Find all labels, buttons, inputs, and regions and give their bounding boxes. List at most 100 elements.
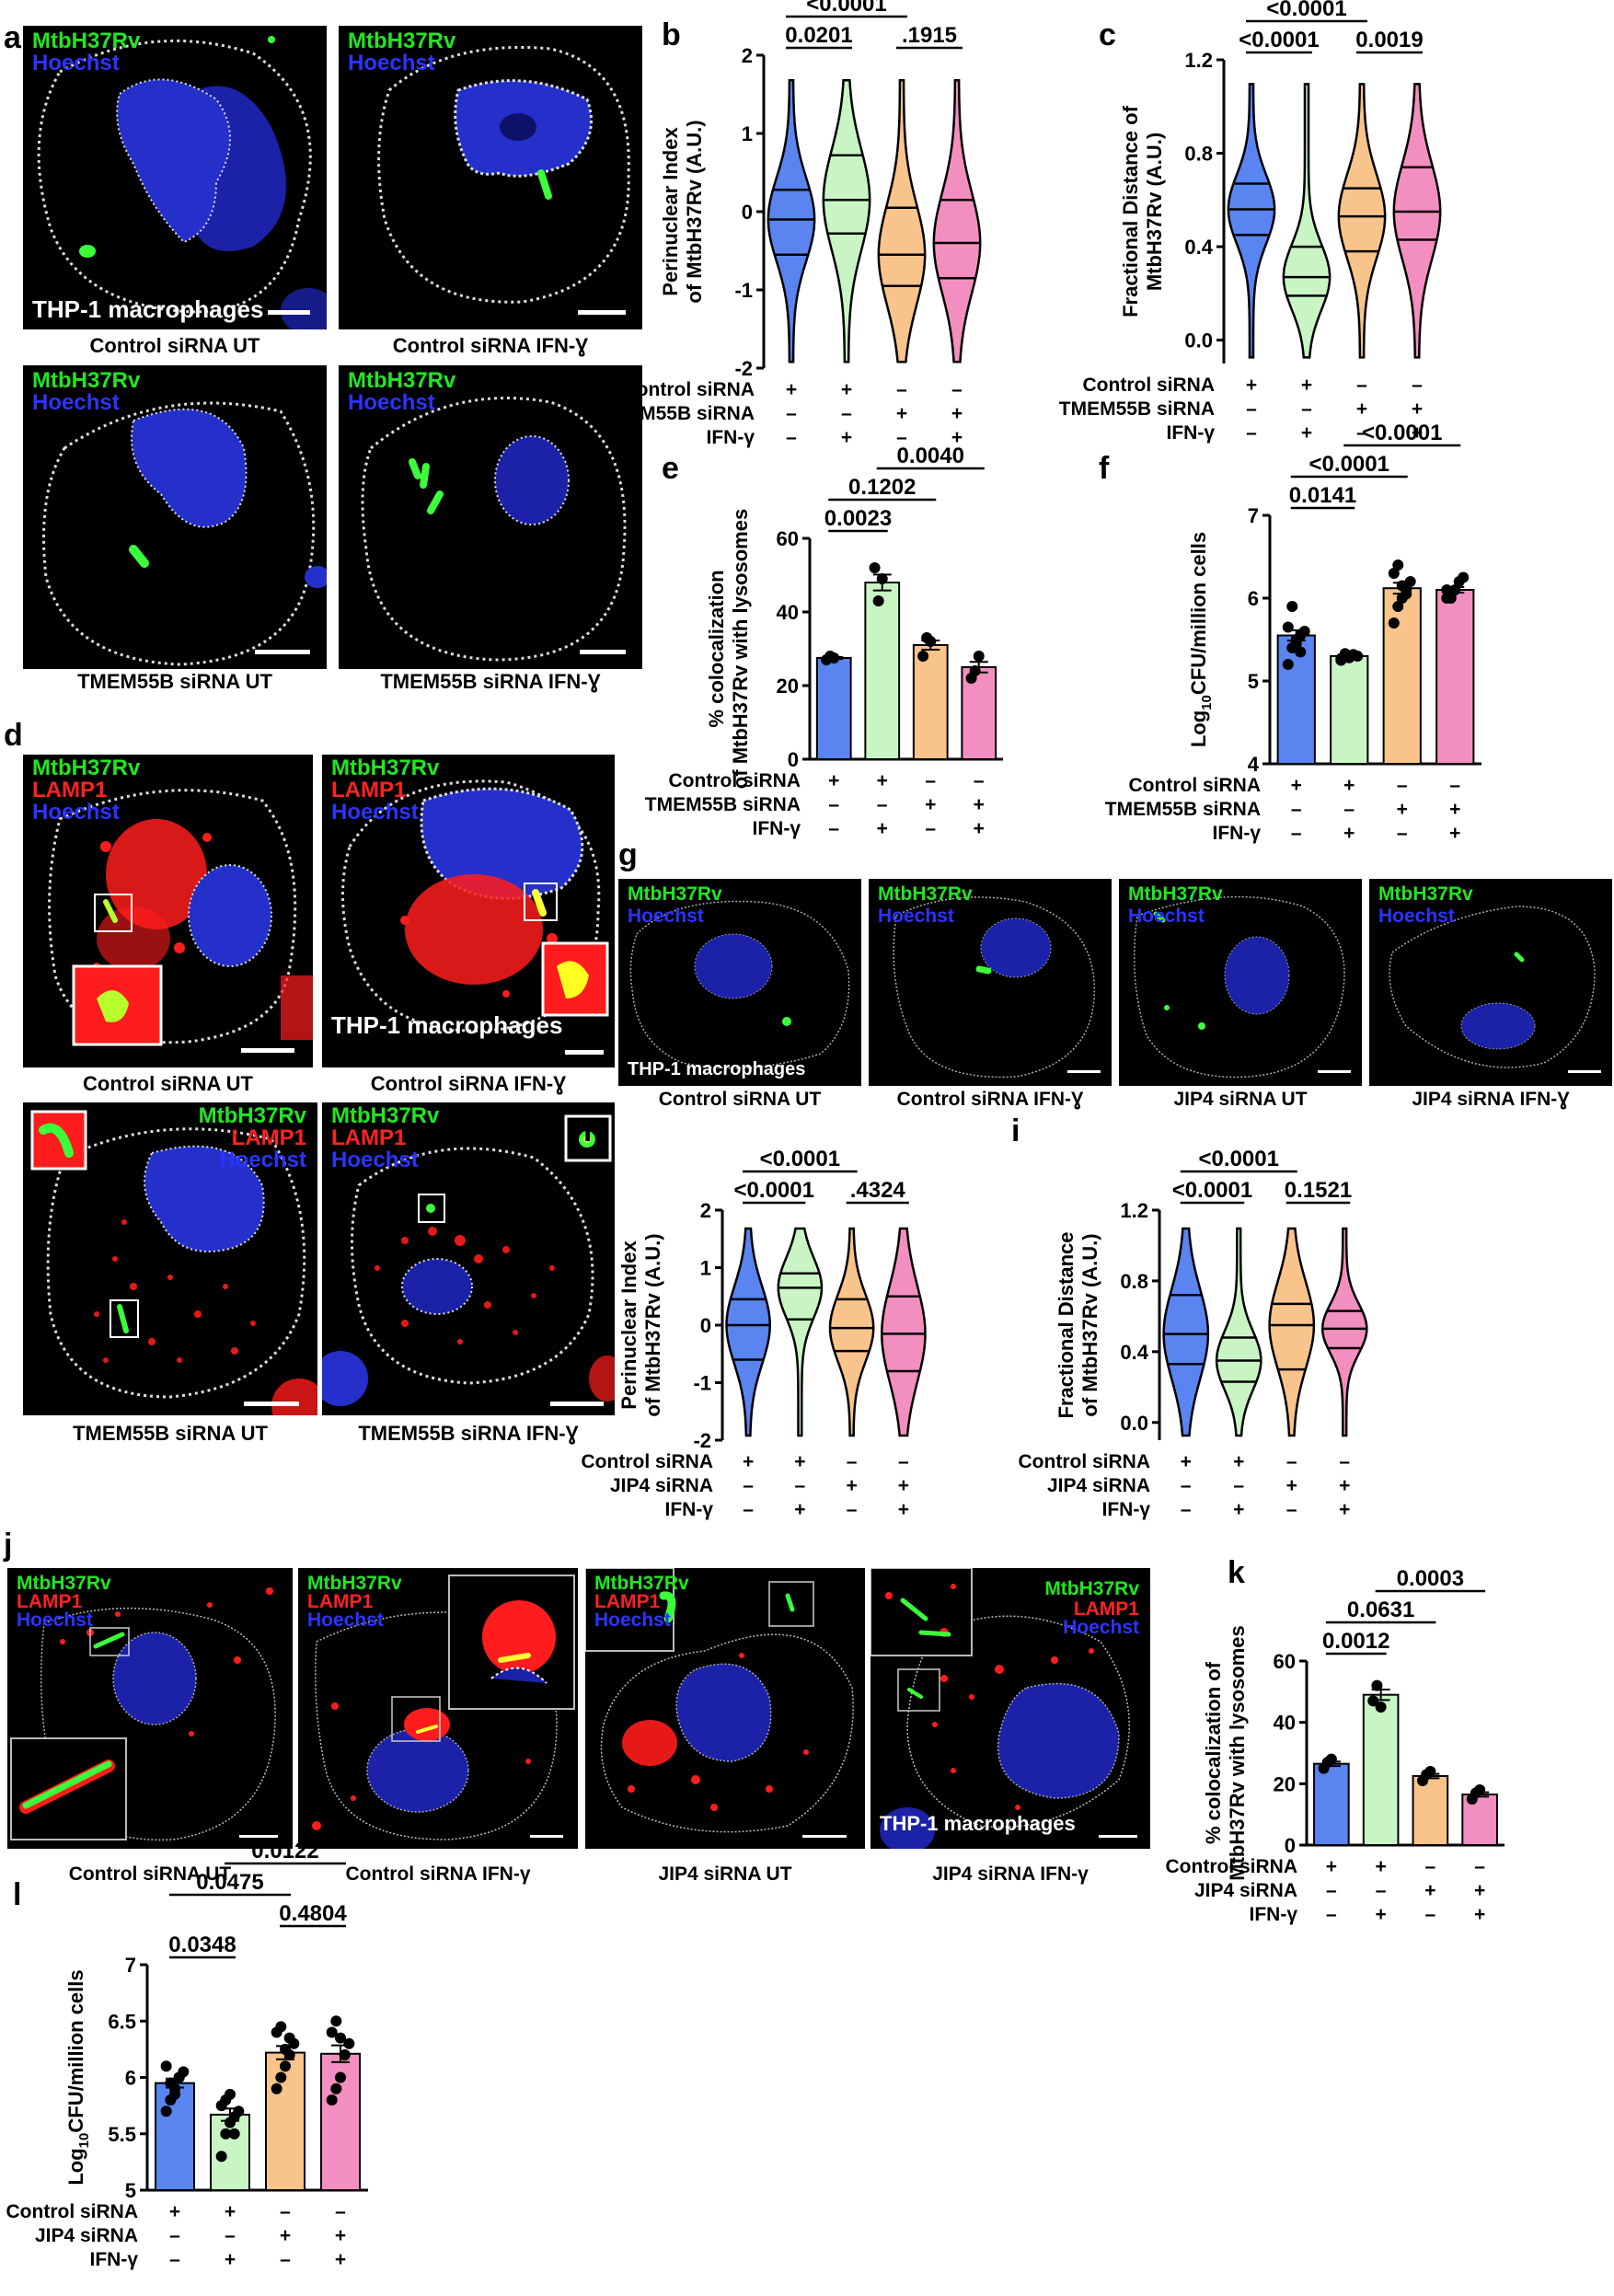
caption-j4: JIP4 siRNA IFN-γ bbox=[932, 1863, 1089, 1885]
data-point bbox=[1388, 617, 1400, 629]
y-tick-label: 5.5 bbox=[108, 2123, 136, 2146]
cell-image bbox=[42, 401, 327, 666]
condition-value: – bbox=[786, 427, 797, 448]
condition-value: + bbox=[786, 379, 797, 400]
chart-svg: f 4 5 6 7 Log10CFU/million cells <0.0001 <0.000… bbox=[1099, 421, 1481, 844]
chart-e: e 0 20 40 60 % colocalization of MtbH37Rv with… bbox=[645, 444, 1026, 847]
condition-label: IFN-γ bbox=[665, 1499, 714, 1520]
chart-svg: c 0.0 0.4 0.8 1.2 Fractional Distance of MtbH3… bbox=[1059, 0, 1442, 444]
data-point bbox=[969, 665, 981, 676]
condition-value: – bbox=[1326, 1904, 1337, 1925]
chart-svg: h -2 -1 0 1 2 Perinuclear Index of MtbH37Rv (A.… bbox=[582, 1113, 927, 1520]
condition-value: – bbox=[1291, 823, 1302, 844]
data-point bbox=[1424, 1766, 1436, 1777]
bar bbox=[1461, 1794, 1498, 1846]
condition-value: + bbox=[1449, 823, 1460, 844]
micrograph-g2: MtbH37Rv Hoechst bbox=[869, 879, 1112, 1086]
cell-image bbox=[629, 900, 850, 1069]
y-tick-label: 5 bbox=[1248, 670, 1259, 693]
data-point bbox=[1445, 593, 1457, 604]
condition-value: – bbox=[1181, 1499, 1192, 1520]
p-value-label: 0.0012 bbox=[1322, 1629, 1389, 1654]
legend-mtb: MtbH37Rv bbox=[307, 1573, 402, 1594]
condition-value: – bbox=[1343, 799, 1355, 820]
data-point bbox=[280, 2043, 291, 2055]
condition-value: – bbox=[280, 2201, 291, 2222]
p-value-label: 0.0348 bbox=[168, 1933, 236, 1957]
data-point bbox=[343, 2037, 355, 2049]
condition-value: + bbox=[828, 770, 839, 791]
p-value-label: 0.0631 bbox=[1347, 1598, 1414, 1622]
condition-label: IFN-γ bbox=[707, 427, 755, 448]
y-tick-label: 0.0 bbox=[1120, 1412, 1148, 1435]
cell-image bbox=[361, 397, 627, 662]
bar bbox=[1362, 1693, 1400, 1846]
y-tick-label: 7 bbox=[125, 1954, 136, 1977]
panel-letter-e: e bbox=[662, 451, 679, 486]
condition-value: + bbox=[1233, 1499, 1244, 1520]
bar bbox=[265, 2051, 306, 2191]
y-axis-label: MtbH37Rv with lysosomes bbox=[1226, 1625, 1249, 1881]
caption-g2: Control siRNA IFN-Ɣ bbox=[896, 1089, 1084, 1110]
micrograph-a2: MtbH37Rv Hoechst bbox=[339, 26, 642, 329]
legend-hoechst: Hoechst bbox=[17, 1610, 93, 1631]
legend-mtb: MtbH37Rv bbox=[198, 1103, 306, 1128]
data-point bbox=[160, 2106, 172, 2117]
data-point bbox=[335, 2032, 346, 2044]
condition-value: + bbox=[335, 2225, 346, 2246]
legend-mtb: MtbH37Rv bbox=[32, 368, 141, 393]
micrograph-g3: MtbH37Rv Hoechst bbox=[1119, 879, 1362, 1086]
condition-label: IFN-γ bbox=[753, 818, 801, 839]
violin bbox=[1162, 1227, 1210, 1437]
condition-value: + bbox=[280, 2225, 291, 2246]
p-value-label: 0.0023 bbox=[824, 506, 892, 531]
data-point bbox=[1286, 601, 1298, 612]
condition-label: JIP4 siRNA bbox=[1194, 1880, 1297, 1901]
data-point bbox=[1474, 1784, 1486, 1795]
condition-value: – bbox=[743, 1475, 754, 1496]
chart-svg: e 0 20 40 60 % colocalization of MtbH37Rv with… bbox=[645, 444, 1003, 839]
y-tick-label: 2 bbox=[742, 44, 753, 67]
y-tick-label: 5 bbox=[125, 2179, 136, 2202]
bar bbox=[1412, 1775, 1449, 1846]
scale-bar bbox=[578, 310, 626, 315]
data-point bbox=[275, 2071, 287, 2083]
condition-label: TMEM55B siRNA bbox=[1059, 398, 1215, 420]
data-point bbox=[1401, 588, 1412, 600]
condition-value: + bbox=[951, 403, 963, 424]
y-tick-label: 7 bbox=[1248, 504, 1259, 527]
scale-bar bbox=[530, 1835, 563, 1838]
legend-hoechst: Hoechst bbox=[32, 390, 120, 415]
legend-lamp1: LAMP1 bbox=[307, 1591, 374, 1612]
condition-label: Control siRNA bbox=[1019, 1451, 1151, 1472]
caption-j1: Control siRNA UT bbox=[68, 1863, 232, 1885]
legend-mtb: MtbH37Rv bbox=[1044, 1578, 1139, 1599]
y-axis-label: of MtbH37Rv (A.U.) bbox=[1078, 1233, 1101, 1416]
y-tick-label: 1.2 bbox=[1184, 49, 1213, 72]
condition-value: + bbox=[1412, 398, 1423, 420]
condition-value: + bbox=[1375, 1856, 1386, 1877]
data-point bbox=[1325, 1753, 1337, 1765]
y-axis-label: % colocalization of bbox=[1202, 1661, 1225, 1844]
cell-image bbox=[30, 1110, 317, 1415]
violin bbox=[1227, 83, 1276, 359]
condition-value: – bbox=[974, 770, 985, 791]
p-value-label: <0.0001 bbox=[1266, 0, 1346, 21]
legend-hoechst: Hoechst bbox=[594, 1610, 671, 1631]
y-tick-label: -1 bbox=[693, 1372, 711, 1395]
condition-value: – bbox=[1412, 375, 1423, 396]
violin bbox=[828, 1227, 875, 1437]
condition-label: IFN-γ bbox=[1102, 1499, 1151, 1520]
y-tick-label: 0 bbox=[1285, 1834, 1296, 1857]
chart-k: k 0 20 40 60 % colocalization of MtbH37Rv with… bbox=[1166, 1555, 1610, 1979]
condition-value: + bbox=[1343, 823, 1355, 844]
y-axis-label: Perinuclear Index bbox=[659, 127, 682, 296]
data-point bbox=[169, 2088, 180, 2100]
legend-hoechst: Hoechst bbox=[1378, 906, 1455, 927]
cell-image bbox=[312, 1575, 575, 1840]
bar bbox=[1313, 1762, 1350, 1847]
p-value-label: <0.0001 bbox=[1239, 28, 1319, 52]
legend-hoechst: Hoechst bbox=[32, 51, 120, 75]
y-tick-label: 0.4 bbox=[1184, 236, 1213, 259]
micrograph-j1: MtbH37Rv LAMP1 Hoechst bbox=[7, 1568, 293, 1849]
